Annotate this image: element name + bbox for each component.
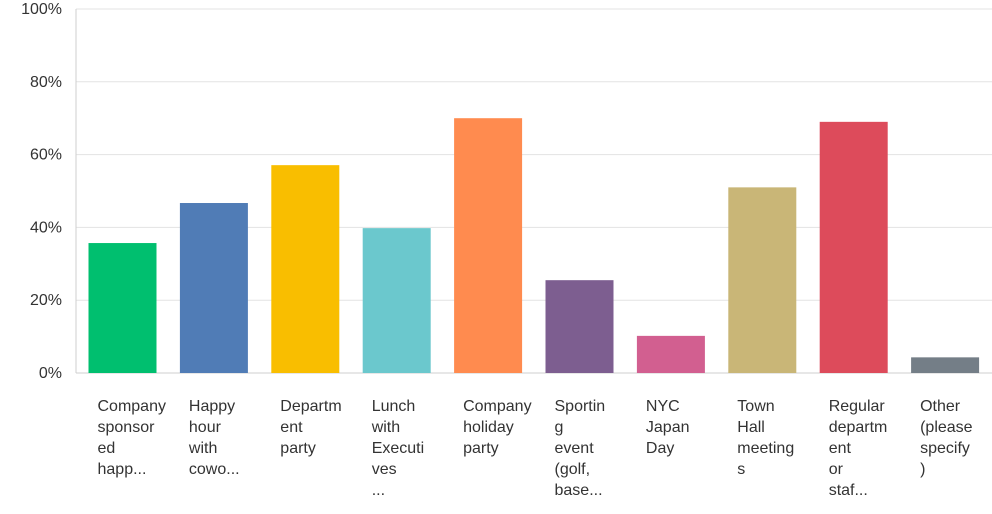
category-label: Town Hall meeting s [737, 398, 794, 478]
category-label: Other (please specify) [920, 398, 973, 478]
x-axis-category-labels: Company sponsor ed happ... Happy hour with cowo… [98, 398, 973, 499]
y-tick-label: 40% [30, 219, 62, 236]
category-label: Lunch with Executi ves... [371, 398, 424, 499]
bar [545, 280, 614, 373]
bar [179, 203, 248, 373]
category-label-line: Hall [737, 419, 765, 436]
category-label-line: departm [829, 419, 888, 436]
bar [911, 357, 980, 373]
category-label-line: ves [372, 461, 397, 478]
category-label-line: sponsor [98, 419, 156, 436]
category-label: Company holiday party [463, 398, 531, 457]
category-label-line: NYC [646, 398, 680, 415]
category-label-line: ed [98, 440, 116, 457]
category-label: NYC Japan Day [646, 398, 690, 457]
category-label: Sportin g event (golf, base... [555, 398, 606, 499]
category-label-line: ) [920, 461, 925, 478]
y-axis-tick-labels: 0% 20% 40% 60% 80% 100% [21, 1, 62, 382]
category-label-line: holiday [463, 419, 514, 436]
category-label-line: meeting [737, 440, 794, 457]
category-label-line: Town [737, 398, 774, 415]
category-label-line: cowo... [189, 461, 240, 478]
category-label-line: specify [920, 440, 970, 457]
category-label-line: happ... [98, 461, 147, 478]
y-tick-label: 60% [30, 147, 62, 164]
category-label-line: event [555, 440, 595, 457]
category-label-line: hour [189, 419, 222, 436]
y-tick-label: 80% [30, 74, 62, 91]
category-label: Happy hour with cowo... [188, 398, 240, 478]
category-label-line: base... [555, 482, 603, 499]
category-label-line: party [463, 440, 499, 457]
category-label-line: Other [920, 398, 961, 415]
bar [454, 118, 523, 373]
y-tick-label: 20% [30, 292, 62, 309]
category-label-line: Company [98, 398, 166, 415]
bar [819, 121, 888, 373]
category-label-line: ent [280, 419, 303, 436]
category-label-line: Company [463, 398, 531, 415]
category-label-line: staf... [829, 482, 868, 499]
category-label-line: Day [646, 440, 674, 457]
category-label-line: Regular [829, 398, 886, 415]
category-label-line: ent [829, 440, 852, 457]
category-label-line: ... [372, 482, 385, 499]
y-tick-label: 100% [21, 1, 62, 18]
category-label-line: s [737, 461, 745, 478]
category-label-line: (please [920, 419, 973, 436]
category-label-line: g [555, 419, 564, 436]
bar [362, 228, 431, 373]
bar [728, 187, 797, 373]
bar [636, 335, 705, 373]
category-label: Company sponsor ed happ... [98, 398, 166, 478]
category-label-line: Happy [189, 398, 235, 415]
bar [88, 243, 157, 373]
category-label-line: Departm [280, 398, 341, 415]
category-label-line: with [371, 419, 400, 436]
category-label-line: Executi [372, 440, 424, 457]
bar [271, 165, 340, 373]
category-label-line: Japan [646, 419, 690, 436]
category-label: Regular departm ent or staf... [829, 398, 888, 499]
category-label-line: with [188, 440, 217, 457]
category-label-line: or [829, 461, 844, 478]
category-label-line: party [280, 440, 316, 457]
category-label-line: (golf, [555, 461, 591, 478]
category-label: Departm ent party [280, 398, 341, 457]
y-tick-label: 0% [39, 365, 62, 382]
bars [88, 118, 980, 373]
category-label-line: Sportin [555, 398, 606, 415]
category-label-line: Lunch [372, 398, 416, 415]
